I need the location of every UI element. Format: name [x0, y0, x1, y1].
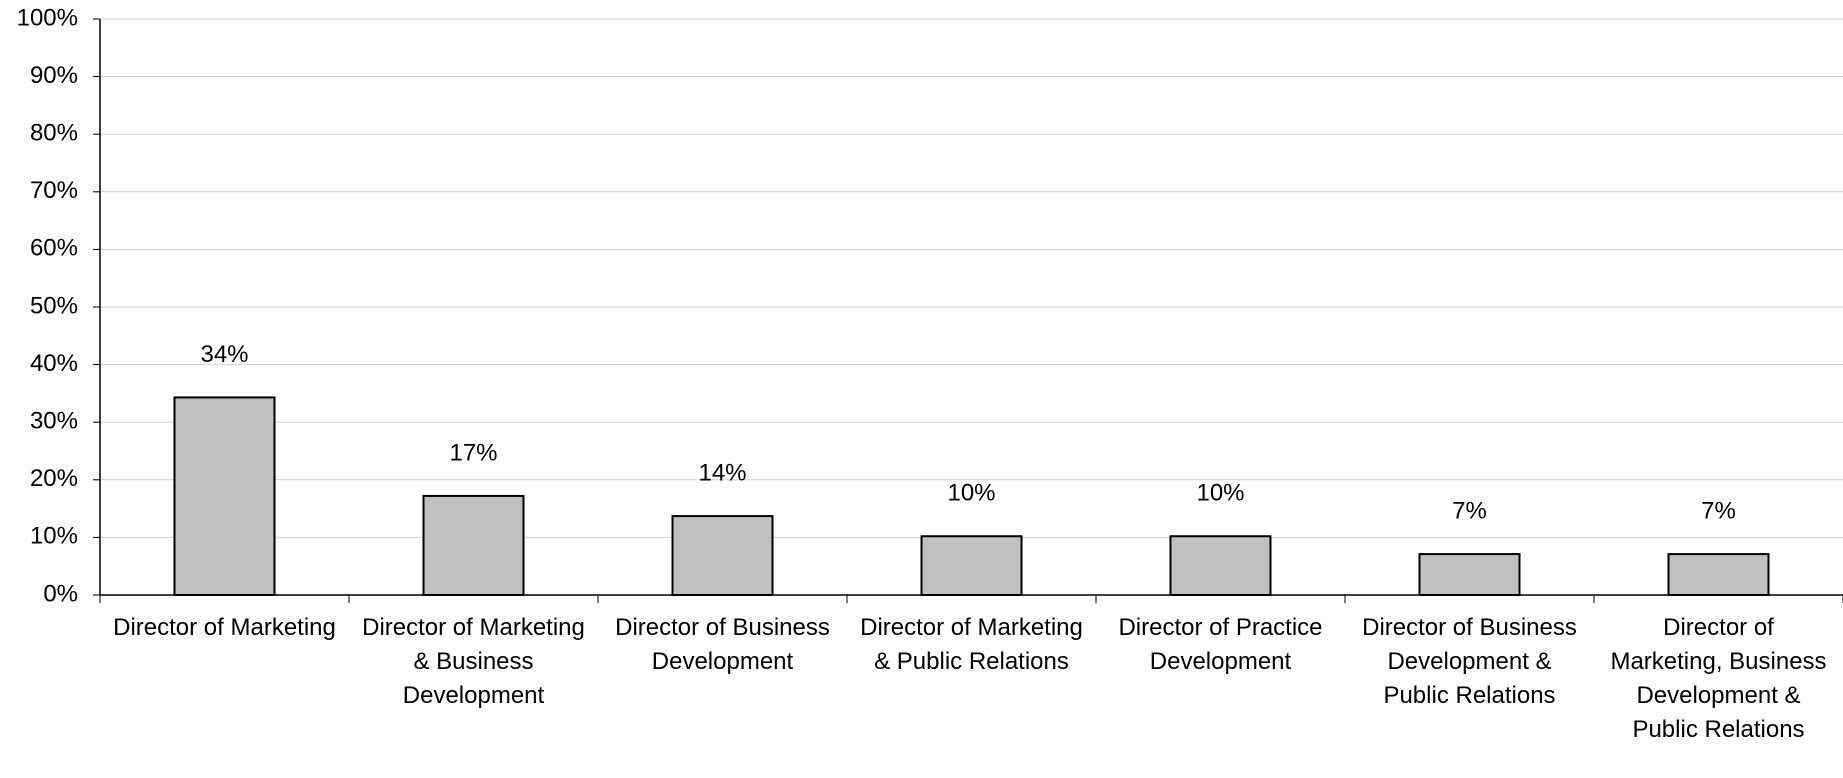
x-tick-label: Director of Practice Development: [1118, 614, 1323, 675]
bar: [1667, 553, 1770, 597]
bar: [422, 494, 525, 597]
y-tick-label: 50%: [30, 292, 78, 319]
bar: [671, 515, 774, 597]
x-tick-label: Director of Marketing: [113, 614, 336, 641]
bar: [173, 396, 276, 596]
y-tick-label: 10%: [30, 523, 78, 550]
data-label: 14%: [698, 459, 746, 486]
y-tick-label: 90%: [30, 62, 78, 89]
x-tick-label: Director of Marketing, Business Developm…: [1610, 614, 1827, 743]
y-tick-label: 30%: [30, 408, 78, 435]
y-tick-label: 100%: [17, 4, 78, 31]
y-tick-label: 40%: [30, 350, 78, 377]
data-label: 34%: [200, 341, 248, 368]
x-tick-label: Director of Business Development & Publi…: [1362, 614, 1577, 709]
y-tick-label: 70%: [30, 177, 78, 204]
y-tick-label: 60%: [30, 235, 78, 262]
x-tick-label: Director of Marketing & Public Relations: [860, 614, 1083, 675]
y-tick-label: 20%: [30, 465, 78, 492]
y-tick-label: 0%: [43, 580, 78, 607]
x-tick-label: Director of Marketing & Business Develop…: [362, 614, 585, 709]
bar: [1169, 535, 1272, 596]
data-label: 7%: [1701, 497, 1736, 524]
data-label: 17%: [449, 439, 497, 466]
data-label: 10%: [947, 480, 995, 507]
data-label: 7%: [1452, 497, 1487, 524]
data-label: 10%: [1196, 480, 1244, 507]
x-tick-label: Director of Business Development: [615, 614, 830, 675]
y-tick-label: 80%: [30, 120, 78, 147]
bar: [1418, 553, 1521, 597]
bar: [920, 535, 1023, 596]
